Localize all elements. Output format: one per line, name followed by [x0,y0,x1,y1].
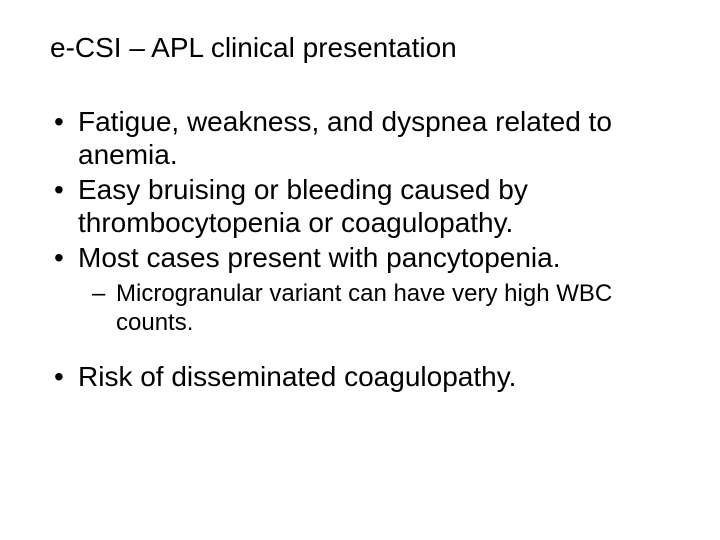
slide-title: e-CSI – APL clinical presentation [50,30,670,65]
bullet-text: Risk of disseminated coagulopathy. [78,361,516,392]
bullet-item: Most cases present with pancytopenia. Mi… [50,241,670,338]
bullet-item: Risk of disseminated coagulopathy. [50,360,670,393]
bullet-item: Easy bruising or bleeding caused by thro… [50,173,670,239]
bullet-item: Fatigue, weakness, and dyspnea related t… [50,105,670,171]
sub-bullet-item: Microgranular variant can have very high… [88,280,670,338]
bullet-text: Easy bruising or bleeding caused by thro… [78,174,528,238]
sub-bullet-text: Microgranular variant can have very high… [116,280,612,336]
spacer [50,348,670,360]
bullet-list: Fatigue, weakness, and dyspnea related t… [50,105,670,393]
slide: e-CSI – APL clinical presentation Fatigu… [0,0,720,540]
bullet-text: Most cases present with pancytopenia. [78,242,560,273]
sub-bullet-list: Microgranular variant can have very high… [78,280,670,338]
bullet-text: Fatigue, weakness, and dyspnea related t… [78,106,612,170]
